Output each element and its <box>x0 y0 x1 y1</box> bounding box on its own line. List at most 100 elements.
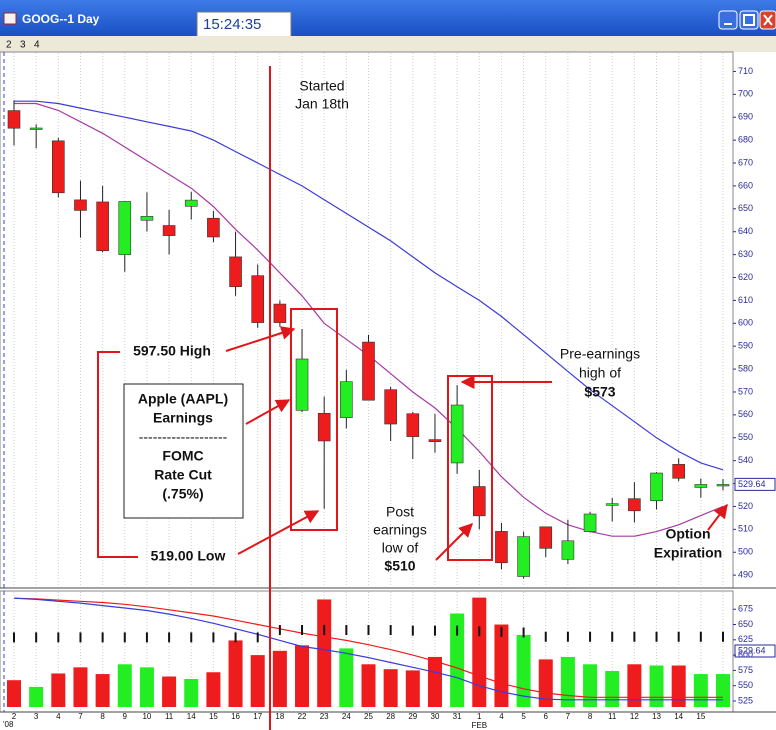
x-tick-label: 16 <box>231 712 240 721</box>
bar <box>272 650 287 707</box>
earnings-box <box>290 308 338 531</box>
y-tick-label: 520 <box>738 501 753 511</box>
candle-body <box>583 513 597 532</box>
bar <box>716 674 730 707</box>
window-title: GOOG--1 Day <box>22 12 100 26</box>
minimize-button[interactable] <box>718 10 738 30</box>
annotation: 597.50 High <box>133 343 211 359</box>
toolbar <box>0 36 776 52</box>
y-tick-label: 620 <box>738 272 753 282</box>
bar <box>671 665 686 707</box>
y-tick-label: 700 <box>738 89 753 99</box>
y-tick-label: 500 <box>738 547 753 557</box>
annotation: low of <box>382 540 419 556</box>
x-tick-label: 9 <box>123 712 128 721</box>
x-tick-label: 25 <box>364 712 373 721</box>
maximize-button[interactable] <box>739 10 759 30</box>
candle-body <box>96 201 109 252</box>
candle-body <box>29 127 43 130</box>
candle-body <box>406 413 420 437</box>
annotation: Apple (AAPL) <box>138 391 228 407</box>
x-tick-label: 14 <box>187 712 196 721</box>
arrow <box>245 399 291 425</box>
annotation: Post <box>386 504 414 520</box>
candle-body <box>716 484 730 487</box>
candle-body <box>229 256 242 287</box>
x-tick-label: 8 <box>100 712 105 721</box>
candle-body <box>184 199 198 207</box>
candle-body <box>317 412 331 442</box>
candle-body <box>450 404 464 464</box>
bracket <box>97 351 138 558</box>
y-tick-label: 600 <box>738 649 753 659</box>
x-tick-label: 14 <box>674 712 683 721</box>
y-tick-label: 570 <box>738 386 753 396</box>
x-tick-label: 8 <box>588 712 593 721</box>
toolbar-label: 3 <box>20 40 26 51</box>
x-tick-label: 5 <box>521 712 526 721</box>
bar <box>7 680 21 707</box>
bar <box>250 655 265 707</box>
annotation: Pre-earnings <box>560 346 640 362</box>
bar <box>317 599 332 707</box>
y-tick-label: 650 <box>738 203 753 213</box>
candle-body <box>694 484 708 488</box>
bar <box>427 656 442 707</box>
x-tick-label: 24 <box>342 712 351 721</box>
last-price-box <box>734 644 776 658</box>
annotation: Jan 18th <box>295 96 349 112</box>
bar <box>295 645 310 707</box>
candle-body <box>7 110 21 129</box>
annotation: FOMC <box>162 448 203 464</box>
y-tick-label: 675 <box>738 604 753 614</box>
candle-body <box>672 464 685 479</box>
annotation: high of <box>579 365 621 381</box>
annotation: 519.00 Low <box>151 548 226 564</box>
y-tick-label: 550 <box>738 680 753 690</box>
y-tick-label: 600 <box>738 318 753 328</box>
candle-body <box>251 275 265 323</box>
y-tick-label: 680 <box>738 135 753 145</box>
clock-box <box>196 11 292 38</box>
x-tick-label: 1 <box>477 712 482 721</box>
arrow <box>435 523 473 561</box>
candle-body <box>295 358 309 411</box>
x-tick-label: 18 <box>275 712 284 721</box>
candle-body <box>650 472 663 502</box>
bar <box>206 672 221 707</box>
clock: 15:24:35 <box>203 16 261 33</box>
x-tick-label: 28 <box>386 712 395 721</box>
x-tick-label: 3 <box>34 712 39 721</box>
y-tick-label: 540 <box>738 455 753 465</box>
bar <box>73 667 88 707</box>
toolbar-label: 2 <box>6 40 12 51</box>
bar <box>339 648 354 707</box>
x-tick-label: 12 <box>630 712 639 721</box>
y-tick-label: 650 <box>738 619 753 629</box>
annotation: earnings <box>373 522 427 538</box>
candle-body <box>362 341 375 401</box>
bar <box>649 665 664 707</box>
bar <box>51 673 66 707</box>
y-tick-label: 575 <box>738 665 753 675</box>
x-tick-label: 10 <box>142 712 151 721</box>
y-tick-label: 640 <box>738 226 753 236</box>
candle-body <box>539 526 553 549</box>
y-tick-label: 710 <box>738 66 753 76</box>
annotation: Option <box>665 526 710 542</box>
bar <box>605 671 620 707</box>
x-tick-label: 31 <box>453 712 462 721</box>
bar <box>383 669 398 707</box>
candle-body <box>74 199 87 211</box>
x-tick-label: 4 <box>56 712 61 721</box>
year-label: '08 <box>3 720 14 729</box>
bar <box>560 656 575 707</box>
bar <box>184 678 199 707</box>
moving-average <box>13 597 723 698</box>
arrow <box>225 326 296 352</box>
x-tick-label: 23 <box>320 712 329 721</box>
candle-body <box>52 140 65 194</box>
x-tick-label: 11 <box>608 712 617 721</box>
